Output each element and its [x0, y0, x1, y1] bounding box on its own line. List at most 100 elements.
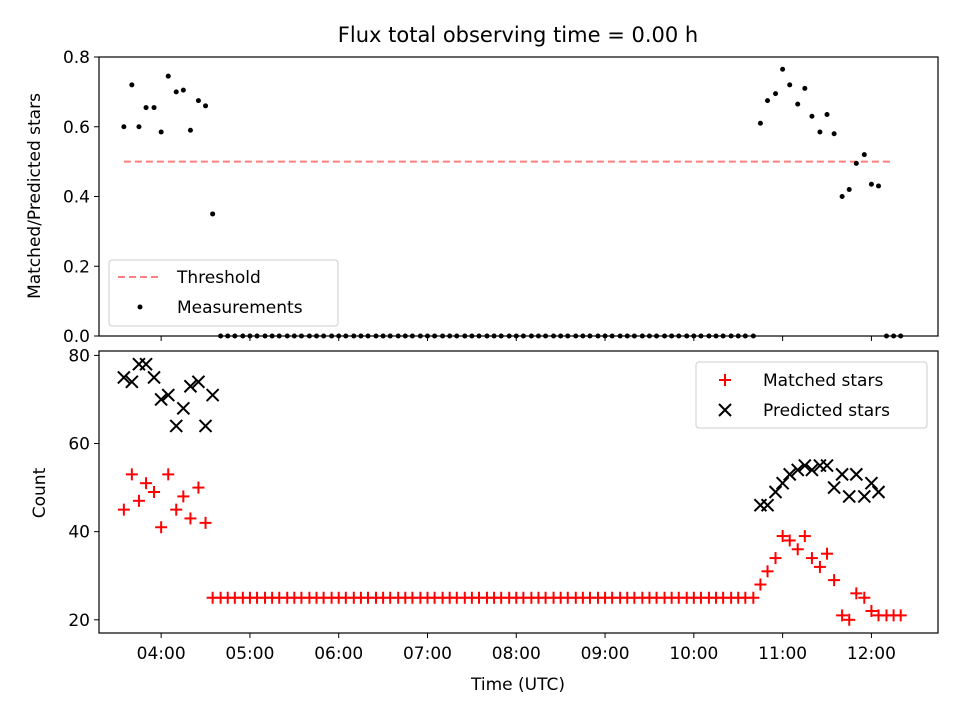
predicted-star-point: [760, 498, 775, 512]
predicted-star-point: [820, 458, 834, 473]
bottom-x-ticks: 04:00 05:00 06:00 07:00 08:00 09:00 10:00 11:00…: [137, 633, 896, 664]
measurement-point: [195, 98, 201, 104]
x-tick-label: 11:00: [758, 644, 807, 664]
matched-star-point: [170, 503, 183, 516]
matched-star-point: [132, 494, 145, 507]
x-tick-label: 05:00: [225, 644, 274, 664]
predicted-star-point: [191, 375, 206, 389]
predicted-star-point: [768, 485, 783, 499]
measurement-point: [129, 82, 135, 88]
top-y-tick-label: 0.8: [63, 48, 90, 68]
measurement-point: [165, 73, 171, 79]
top-legend-frame: [108, 259, 339, 327]
measurement-point: [876, 183, 882, 189]
predicted-star-point: [205, 388, 220, 402]
matched-star-point: [140, 477, 153, 490]
predicted-star-point: [198, 419, 213, 433]
matched-star-point: [769, 552, 782, 565]
top-y-tick-label: 0.0: [63, 327, 90, 347]
bottom-legend-frame: [695, 361, 928, 429]
predicted-star-point: [154, 392, 168, 407]
x-tick-label: 09:00: [581, 644, 630, 664]
x-tick-label: 08:00: [492, 644, 541, 664]
bottom-legend: Matched stars Predicted stars: [695, 361, 928, 429]
measurement-point: [853, 160, 859, 166]
matched-star-point: [177, 490, 190, 503]
predicted-star-point: [871, 485, 886, 499]
predicted-star-point: [161, 388, 175, 402]
matched-star-point: [836, 609, 849, 622]
predicted-star-point: [842, 489, 856, 504]
bottom-y-ticks: 20 40 60 80: [68, 346, 99, 631]
measurement-point: [757, 120, 763, 126]
measurement-point: [158, 129, 164, 135]
bottom-marks: [117, 357, 907, 626]
legend-predicted-swatch: [718, 403, 732, 417]
matched-star-point: [821, 547, 834, 560]
matched-star-point: [761, 565, 774, 578]
matched-star-point: [754, 578, 767, 591]
measurement-point: [839, 194, 845, 199]
matched-star-point: [798, 530, 811, 543]
legend-matched-swatch: [719, 374, 731, 386]
matched-star-point: [162, 468, 175, 481]
measurement-point: [846, 187, 852, 193]
top-marks: [121, 66, 904, 339]
predicted-star-point: [169, 419, 183, 433]
matched-star-point: [776, 530, 789, 543]
top-axes-frame: [98, 56, 939, 337]
predicted-star-point: [805, 463, 819, 477]
predicted-star-point: [147, 370, 161, 385]
matched-star-point: [813, 560, 826, 573]
predicted-star-point: [176, 401, 191, 415]
predicted-star-point: [827, 480, 841, 495]
x-tick-label: 04:00: [137, 644, 186, 664]
measurement-point: [187, 127, 193, 133]
matched-star-point: [192, 481, 205, 494]
matched-star-point: [805, 552, 818, 565]
top-y-tick-label: 0.2: [63, 257, 90, 277]
legend-predicted-label: Predicted stars: [763, 401, 890, 421]
measurement-point: [824, 112, 830, 118]
measurement-point: [868, 181, 874, 187]
predicted-star-point: [857, 489, 872, 504]
x-tick-label: 10:00: [669, 644, 718, 664]
measurement-point: [143, 105, 149, 111]
x-tick-label: 07:00: [403, 644, 452, 664]
legend-matched-label: Matched stars: [763, 371, 883, 391]
bottom-y-tick-label: 40: [68, 523, 90, 543]
measurement-point: [136, 124, 142, 130]
predicted-star-point: [791, 463, 805, 477]
measurement-point: [787, 82, 793, 88]
chart-title: Flux total observing time = 0.00 h: [338, 23, 698, 47]
legend-measurements-label: Measurements: [177, 298, 303, 318]
predicted-star-point: [125, 375, 139, 389]
bottom-y-tick-label: 60: [68, 435, 90, 455]
matched-star-point: [791, 543, 804, 556]
bottom-y-axis-label: Count: [30, 467, 50, 518]
legend-threshold-label: Threshold: [176, 268, 261, 288]
x-axis-label: Time (UTC): [470, 675, 565, 695]
top-panel: 0.00.20.40.60.8 Matched/Predicted stars …: [25, 48, 939, 347]
matched-star-point: [894, 609, 907, 622]
predicted-star-point: [783, 467, 797, 482]
legend-measurements-swatch: [137, 304, 143, 310]
bottom-y-tick-label: 20: [68, 611, 90, 631]
predicted-star-point: [775, 476, 790, 490]
measurement-point: [203, 103, 209, 109]
predicted-star-point: [139, 357, 153, 371]
predicted-star-point: [835, 467, 849, 482]
predicted-star-point: [183, 379, 198, 393]
top-legend: Threshold Measurements: [108, 259, 339, 327]
bottom-panel: 20 40 60 80 04:00 05:00 06:00 07:00 08:00 09:00 1…: [30, 346, 939, 695]
top-y-tick-label: 0.6: [63, 118, 90, 138]
measurement-point: [780, 66, 786, 72]
matched-star-point: [117, 503, 130, 516]
measurement-point: [817, 129, 823, 135]
predicted-star-point: [849, 467, 864, 482]
matched-star-point: [155, 521, 168, 534]
matched-star-point: [828, 574, 841, 587]
matched-star-point: [199, 516, 212, 529]
matched-star-point: [783, 534, 796, 547]
top-x-ticks: [160, 336, 872, 341]
